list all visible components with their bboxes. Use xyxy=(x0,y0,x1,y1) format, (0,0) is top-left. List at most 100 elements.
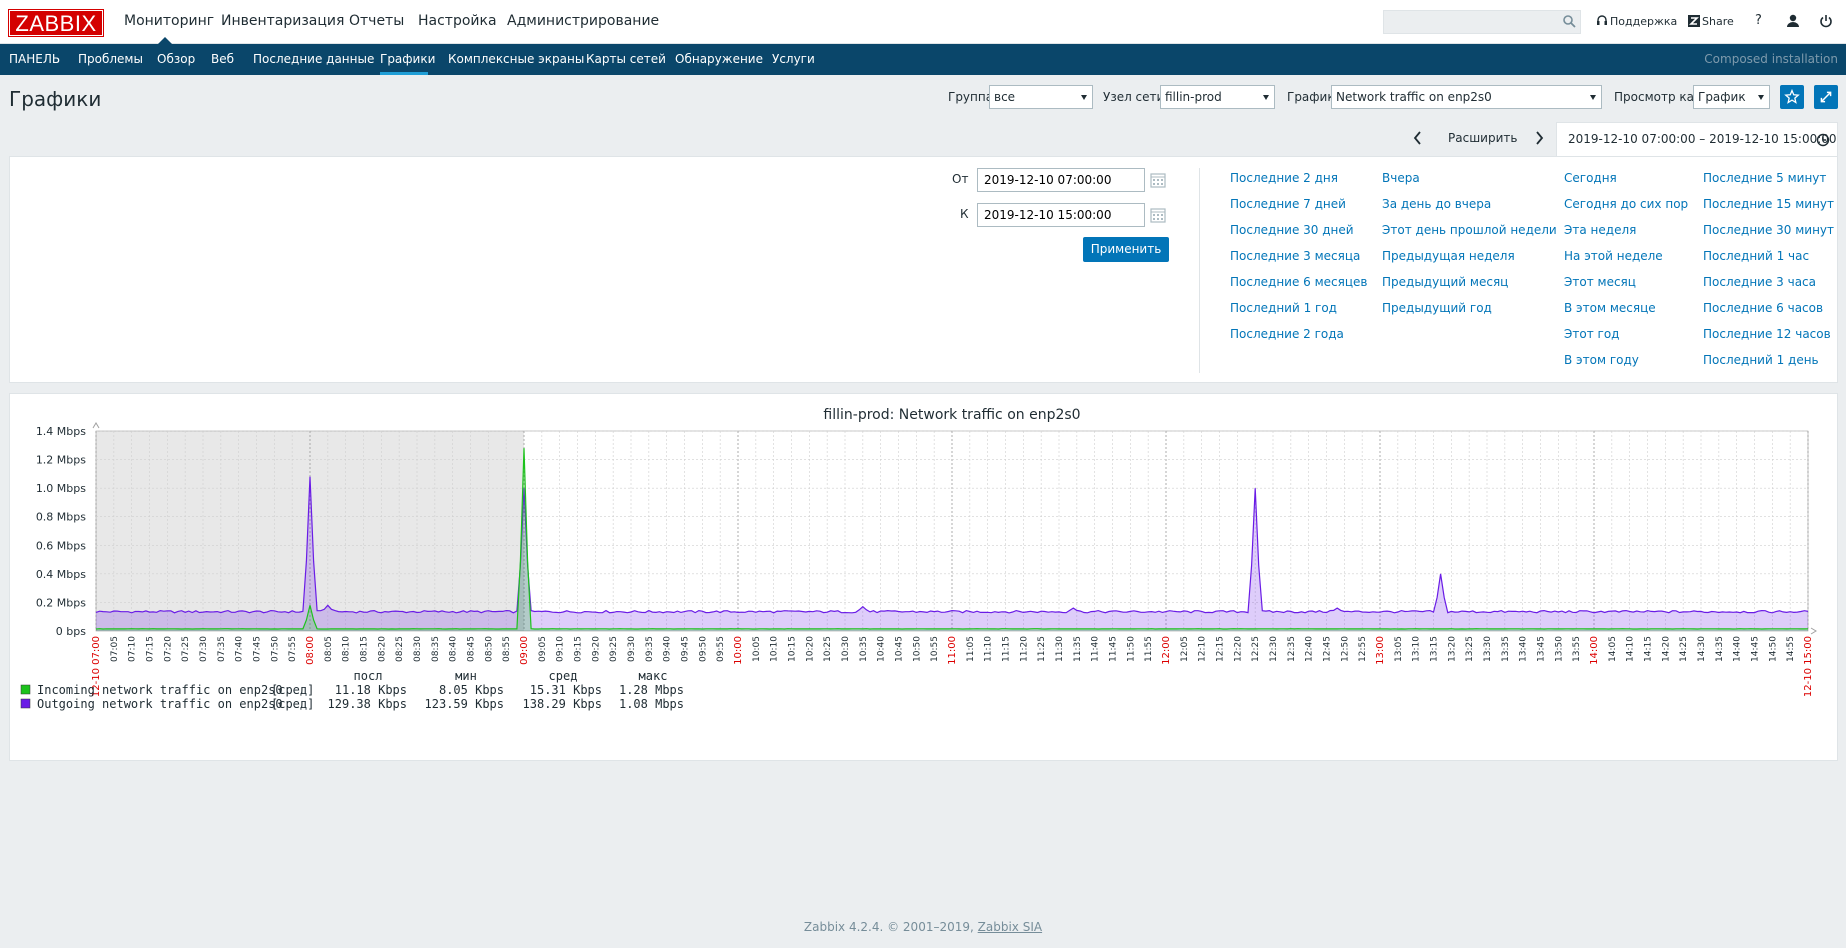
footer: Zabbix 4.2.4. © 2001–2019, Zabbix SIA xyxy=(0,920,1846,934)
subnav-screens[interactable]: Комплексные экраны xyxy=(448,52,585,66)
panel-divider xyxy=(1199,168,1200,373)
x-tick-label: 12:55 xyxy=(1358,636,1368,662)
quick-link[interactable]: Вчера xyxy=(1382,171,1420,185)
x-tick-label: 09:45 xyxy=(681,636,691,662)
quick-link[interactable]: Последний 1 час xyxy=(1703,249,1810,263)
to-date-input[interactable] xyxy=(977,203,1145,227)
x-tick-label: 09:55 xyxy=(716,636,726,662)
quick-link[interactable]: Предыдущая неделя xyxy=(1382,249,1515,263)
quick-link[interactable]: Эта неделя xyxy=(1564,223,1637,237)
zabbix-logo[interactable]: ZABBIX xyxy=(8,9,104,37)
from-date-input[interactable] xyxy=(977,168,1145,192)
support-link[interactable]: Поддержка xyxy=(1610,15,1678,28)
series-line xyxy=(95,448,1809,630)
zoom-out-button[interactable]: Расширить xyxy=(1448,131,1518,145)
view-as-select-value: График xyxy=(1698,90,1746,104)
x-tick-label: 13:55 xyxy=(1572,636,1582,662)
graph-panel: 12-10 07:00 07:05 07:10 07:15 07:20 07:25 07:3… xyxy=(9,393,1838,761)
quick-link[interactable]: Последние 3 часа xyxy=(1703,275,1816,289)
graph-select[interactable]: Network traffic on enp2s0 xyxy=(1331,85,1602,109)
logout-icon[interactable] xyxy=(1818,13,1834,29)
x-tick-label: 14:30 xyxy=(1697,636,1707,662)
x-tick-label: 12:40 xyxy=(1305,636,1315,662)
x-tick-label: 07:10 xyxy=(128,636,138,662)
calendar-icon[interactable] xyxy=(1150,172,1166,188)
quick-link[interactable]: Этот год xyxy=(1564,327,1620,341)
quick-link[interactable]: Последние 7 дней xyxy=(1230,197,1346,211)
zabbix-sia-link[interactable]: Zabbix SIA xyxy=(977,920,1043,934)
nav-inventory[interactable]: Инвентаризация xyxy=(221,13,345,29)
quick-link[interactable]: Последний 1 день xyxy=(1703,353,1819,367)
star-icon xyxy=(1784,88,1800,104)
quick-link[interactable]: За день до вчера xyxy=(1382,197,1492,211)
quick-link[interactable]: Последние 5 минут xyxy=(1703,171,1827,185)
network-traffic-chart: 12-10 07:00 07:05 07:10 07:15 07:20 07:25 07:3… xyxy=(20,407,1817,711)
subnav-latest-data[interactable]: Последние данные xyxy=(253,52,375,66)
apply-button[interactable]: Применить xyxy=(1083,237,1169,262)
x-tick-label: 12-10 15:00 xyxy=(1803,636,1814,697)
subnav-web[interactable]: Веб xyxy=(211,52,235,66)
quick-link[interactable]: Последние 3 месяца xyxy=(1230,249,1361,263)
x-tick-label: 14:40 xyxy=(1733,636,1743,662)
x-tick-label: 08:30 xyxy=(413,636,423,662)
x-tick-label: 08:35 xyxy=(431,636,441,662)
quick-link[interactable]: Предыдущий год xyxy=(1382,301,1492,315)
subnav-services[interactable]: Услуги xyxy=(772,52,815,66)
fullscreen-button[interactable] xyxy=(1814,85,1838,109)
quick-link[interactable]: В этом году xyxy=(1564,353,1639,367)
x-tick-label: 09:15 xyxy=(574,636,584,662)
quick-link[interactable]: Этот месяц xyxy=(1564,275,1636,289)
group-select[interactable]: все xyxy=(989,85,1093,109)
time-range-tab[interactable]: 2019-12-10 07:00:00 – 2019-12-10 15:00:0… xyxy=(1556,122,1838,157)
quick-link[interactable]: В этом месяце xyxy=(1564,301,1656,315)
nav-configuration[interactable]: Настройка xyxy=(418,13,497,29)
graph-label: График xyxy=(1287,90,1335,104)
y-tick-label: 0.4 Mbps xyxy=(36,568,86,581)
subnav-graphs[interactable]: Графики xyxy=(380,52,436,66)
quick-link[interactable]: Последние 6 месяцев xyxy=(1230,275,1368,289)
x-tick-label: 13:45 xyxy=(1537,636,1547,662)
quick-link[interactable]: Последние 2 года xyxy=(1230,327,1344,341)
search-input[interactable] xyxy=(1383,10,1581,34)
subnav-problems[interactable]: Проблемы xyxy=(78,52,143,66)
x-tick-label: 10:50 xyxy=(912,636,922,662)
quick-link[interactable]: Последние 15 минут xyxy=(1703,197,1835,211)
quick-link[interactable]: Сегодня до сих пор xyxy=(1564,197,1689,211)
x-tick-label: 11:30 xyxy=(1055,636,1065,662)
quick-link[interactable]: Сегодня xyxy=(1564,171,1617,185)
subnav-dashboard[interactable]: ПАНЕЛЬ xyxy=(9,52,61,66)
quick-link[interactable]: Этот день прошлой недели xyxy=(1382,223,1557,237)
subnav-overview[interactable]: Обзор xyxy=(157,52,196,66)
share-link[interactable]: Share xyxy=(1702,15,1734,28)
add-to-favourites-button[interactable] xyxy=(1780,85,1804,109)
help-link[interactable]: ? xyxy=(1755,13,1762,28)
subnav-maps[interactable]: Карты сетей xyxy=(586,52,666,66)
calendar-icon[interactable] xyxy=(1150,207,1166,223)
legend-cell: Incoming network traffic on enp2s0 xyxy=(37,683,283,697)
search-icon[interactable] xyxy=(1562,14,1576,28)
quick-link[interactable]: Последние 2 дня xyxy=(1230,171,1338,185)
x-tick-label: 07:30 xyxy=(199,636,209,662)
user-profile-icon[interactable] xyxy=(1785,13,1801,29)
quick-link[interactable]: Предыдущий месяц xyxy=(1382,275,1509,289)
subnav-discovery[interactable]: Обнаружение xyxy=(675,52,763,66)
x-tick-label: 09:35 xyxy=(645,636,655,662)
quick-link[interactable]: Последние 6 часов xyxy=(1703,301,1824,315)
nav-reports[interactable]: Отчеты xyxy=(349,13,405,29)
quick-link[interactable]: Последние 30 дней xyxy=(1230,223,1354,237)
chevron-down-icon xyxy=(1590,95,1596,100)
chevron-left-icon[interactable] xyxy=(1412,130,1424,146)
x-tick-label: 10:45 xyxy=(895,636,905,662)
nav-monitoring[interactable]: Мониторинг xyxy=(124,13,215,29)
series-area xyxy=(96,476,1808,631)
view-as-select[interactable]: График xyxy=(1693,85,1770,109)
quick-link[interactable]: Последний 1 год xyxy=(1230,301,1337,315)
legend-cell: 11.18 Kbps xyxy=(335,683,407,697)
host-select[interactable]: fillin-prod xyxy=(1160,85,1275,109)
nav-administration[interactable]: Администрирование xyxy=(507,13,660,29)
quick-link[interactable]: Последние 30 минут xyxy=(1703,223,1835,237)
quick-link[interactable]: Последние 12 часов xyxy=(1703,327,1831,341)
chevron-right-icon[interactable] xyxy=(1533,130,1545,146)
quick-link[interactable]: На этой неделе xyxy=(1564,249,1663,263)
sub-navigation: ПАНЕЛЬ Проблемы Обзор Веб Последние данн… xyxy=(0,44,1846,75)
